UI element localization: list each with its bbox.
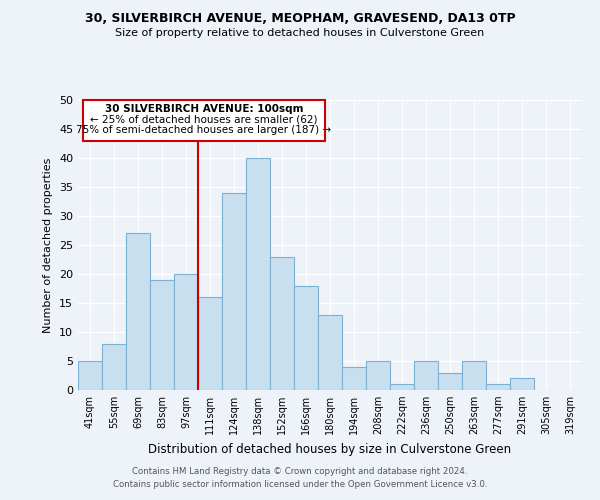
Bar: [222, 193, 246, 390]
Bar: [246, 158, 270, 390]
Bar: [438, 372, 462, 390]
Bar: [78, 361, 102, 390]
Bar: [366, 361, 390, 390]
FancyBboxPatch shape: [83, 100, 325, 140]
Bar: [198, 297, 222, 390]
Text: 30, SILVERBIRCH AVENUE, MEOPHAM, GRAVESEND, DA13 0TP: 30, SILVERBIRCH AVENUE, MEOPHAM, GRAVESE…: [85, 12, 515, 26]
X-axis label: Distribution of detached houses by size in Culverstone Green: Distribution of detached houses by size …: [148, 442, 512, 456]
Bar: [174, 274, 198, 390]
Bar: [318, 314, 342, 390]
Text: 75% of semi-detached houses are larger (187) →: 75% of semi-detached houses are larger (…: [76, 125, 332, 135]
Bar: [270, 256, 294, 390]
Text: ← 25% of detached houses are smaller (62): ← 25% of detached houses are smaller (62…: [90, 114, 318, 124]
Text: Contains HM Land Registry data © Crown copyright and database right 2024.: Contains HM Land Registry data © Crown c…: [132, 467, 468, 476]
Bar: [102, 344, 126, 390]
Bar: [510, 378, 534, 390]
Bar: [414, 361, 438, 390]
Bar: [150, 280, 174, 390]
Text: Contains public sector information licensed under the Open Government Licence v3: Contains public sector information licen…: [113, 480, 487, 489]
Text: Size of property relative to detached houses in Culverstone Green: Size of property relative to detached ho…: [115, 28, 485, 38]
Bar: [342, 367, 366, 390]
Bar: [126, 234, 150, 390]
Y-axis label: Number of detached properties: Number of detached properties: [43, 158, 53, 332]
Bar: [486, 384, 510, 390]
Bar: [390, 384, 414, 390]
Text: 30 SILVERBIRCH AVENUE: 100sqm: 30 SILVERBIRCH AVENUE: 100sqm: [105, 104, 303, 114]
Bar: [462, 361, 486, 390]
Bar: [294, 286, 318, 390]
